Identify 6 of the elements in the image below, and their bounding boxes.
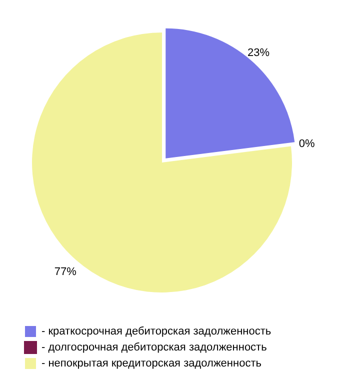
data-label: 77% [54,266,77,278]
text: 0% [298,138,315,150]
legend-label: - краткосрочная дебиторская задолженность [42,326,272,338]
data-label: 23% [248,47,270,60]
legend-label: - непокрытая кредиторская задолженность [42,358,262,370]
legend-label: - долгосрочная дебиторская задолженность [42,342,268,354]
